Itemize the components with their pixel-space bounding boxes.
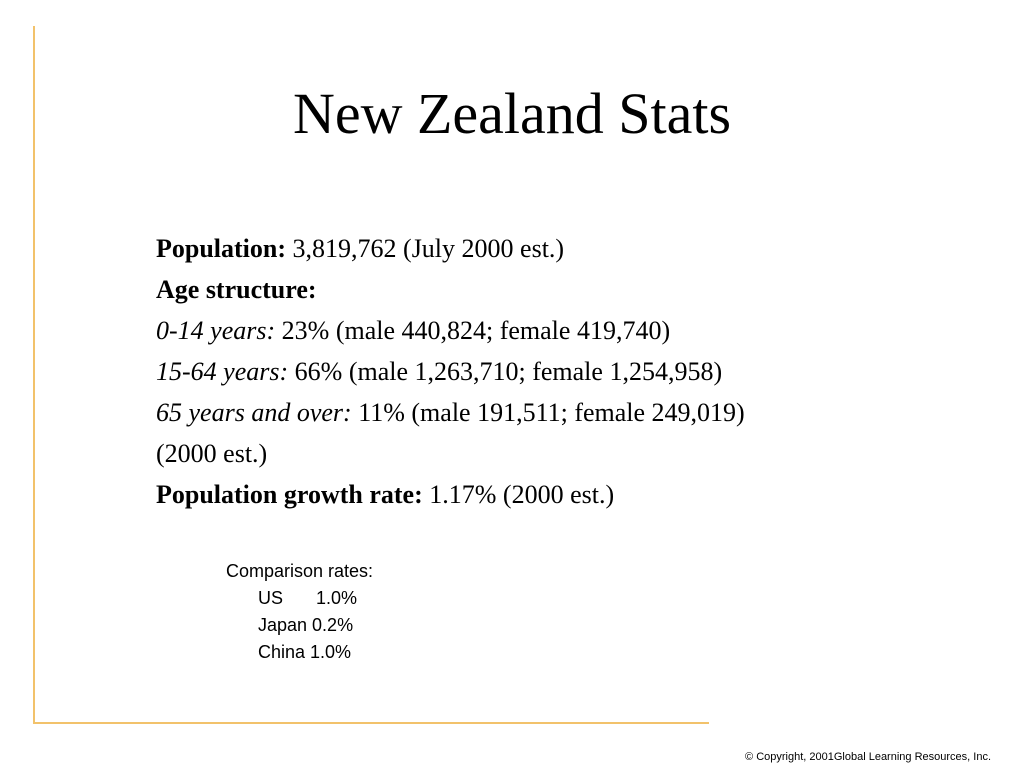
comparison-heading: Comparison rates: xyxy=(226,561,374,581)
stats-block: Population: 3,819,762 (July 2000 est.) A… xyxy=(156,228,976,515)
age-group-percent: 23% xyxy=(275,316,330,345)
growth-rate-value: 1.17% xyxy=(422,480,497,509)
growth-rate-label: Population growth rate: xyxy=(156,480,423,509)
age-group-label: 15-64 years: xyxy=(156,357,289,386)
age-group-percent: 66% xyxy=(288,357,343,386)
age-group-65-over: 65 years and over: 11% (male 191,511; fe… xyxy=(156,392,976,433)
comparison-rates: Comparison rates: US 1.0% Japan 0.2% China… xyxy=(226,558,373,666)
age-group-percent: 11% xyxy=(351,398,405,427)
age-group-15-64: 15-64 years: 66% (male 1,263,710; female… xyxy=(156,351,976,392)
copyright-footer: © Copyright, 2001Global Learning Resourc… xyxy=(745,751,991,763)
age-group-detail: (male 1,263,710; female 1,254,958) xyxy=(342,357,723,386)
population-line: Population: 3,819,762 (July 2000 est.) xyxy=(156,228,976,269)
age-structure-note: (2000 est.) xyxy=(156,439,268,468)
population-value: 3,819,762 (July 2000 est.) xyxy=(286,234,565,263)
slide-title: New Zealand Stats xyxy=(292,81,732,146)
age-structure-label: Age structure: xyxy=(156,275,317,304)
age-group-0-14: 0-14 years: 23% (male 440,824; female 41… xyxy=(156,310,976,351)
age-group-label: 0-14 years: xyxy=(156,316,276,345)
comparison-country: China xyxy=(258,642,306,662)
comparison-rate: 0.2% xyxy=(312,615,354,635)
age-group-detail: (male 440,824; female 419,740) xyxy=(329,316,671,345)
comparison-country: Japan xyxy=(258,615,308,635)
population-label: Population: xyxy=(156,234,287,263)
comparison-row-japan: Japan 0.2% xyxy=(226,612,373,639)
comparison-rate: 1.0% xyxy=(316,588,358,608)
growth-rate-note: (2000 est.) xyxy=(496,480,615,509)
comparison-rate: 1.0% xyxy=(310,642,352,662)
accent-vertical-line xyxy=(33,26,35,724)
age-group-label: 65 years and over: xyxy=(156,398,352,427)
comparison-row-china: China 1.0% xyxy=(226,639,373,666)
accent-horizontal-line xyxy=(33,722,709,724)
comparison-country: US xyxy=(258,588,284,608)
growth-rate-line: Population growth rate: 1.17% (2000 est.… xyxy=(156,474,976,515)
age-group-detail: (male 191,511; female 249,019) xyxy=(404,398,745,427)
comparison-row-us: US 1.0% xyxy=(226,585,373,612)
